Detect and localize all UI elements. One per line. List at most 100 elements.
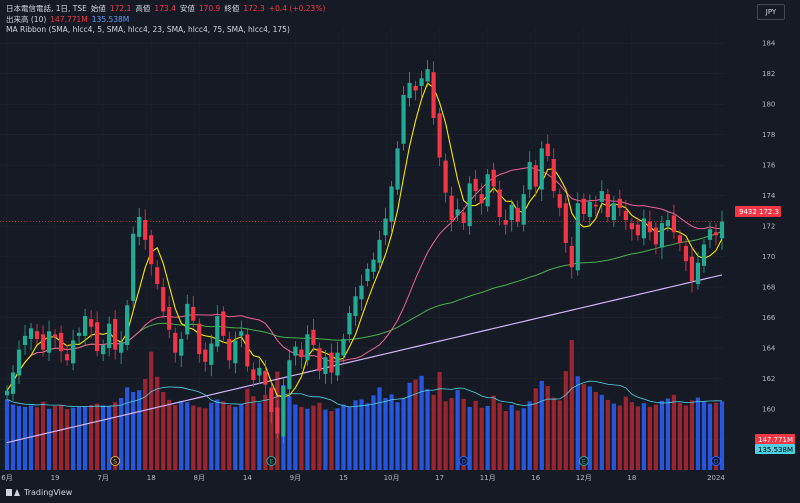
event-marker-label: S	[113, 459, 117, 466]
candle-body	[377, 239, 382, 263]
candle-body	[461, 212, 466, 224]
time-tick-label: 8月	[194, 474, 205, 482]
high-label: 高値	[135, 4, 151, 13]
price-tick-label: 170	[762, 253, 775, 261]
volume-bar	[263, 394, 268, 470]
volume-bar	[4, 399, 10, 470]
candle-body	[683, 245, 689, 262]
candle-body	[46, 331, 52, 353]
candle-body	[167, 306, 172, 330]
volume-bar	[683, 405, 689, 470]
volume-bar	[52, 405, 58, 470]
volume-bar	[107, 406, 112, 470]
candle-body	[587, 201, 592, 217]
price-tick-label: 176	[762, 162, 776, 170]
volume-bar	[389, 394, 394, 470]
candle-body	[527, 162, 532, 190]
candle-body	[143, 220, 148, 240]
volume-bar	[137, 390, 142, 470]
candle-body	[185, 303, 190, 335]
volume-bar	[467, 406, 472, 470]
candle-body	[341, 338, 346, 356]
price-badge-value: 172.3	[759, 208, 779, 216]
candle-body	[251, 369, 256, 381]
event-marker-dividend	[458, 456, 469, 466]
volume-bar	[527, 401, 532, 470]
candle-body	[539, 148, 544, 190]
price-badge: 9432 172.3	[735, 206, 781, 217]
candle-body	[107, 323, 112, 349]
candle-body	[635, 224, 640, 236]
candle-body	[28, 328, 34, 339]
candle-body	[443, 160, 448, 193]
candle-body	[52, 334, 58, 338]
candle-body	[215, 316, 220, 347]
volume-bar	[365, 403, 370, 470]
candles	[4, 60, 725, 444]
volume-bar	[515, 410, 520, 470]
open-value: 172.1	[109, 4, 132, 13]
candle-body	[125, 305, 130, 346]
volume-bar	[131, 392, 136, 470]
candle-body	[64, 354, 70, 361]
svg-text:135.538M: 135.538M	[758, 446, 793, 454]
volume-bar	[629, 402, 634, 470]
time-axis[interactable]: 6月 19 7月 18 8月 14 9月 15 10月 17 11月 16 12月 18 2024	[1, 474, 725, 482]
volume-bar	[449, 398, 454, 470]
volume-bar	[239, 404, 244, 470]
candle-body	[659, 223, 665, 248]
candle-body	[353, 296, 358, 317]
event-marker-dividend	[710, 456, 721, 466]
symbol-title: 日本電信電話, 1日, TSE	[6, 4, 87, 13]
candle-body	[581, 198, 586, 214]
candle-body	[545, 143, 550, 157]
chart-legend: 日本電信電話, 1日, TSE 始値 172.1 高値 173.4 安値 170.9 …	[6, 4, 325, 36]
time-tick-label: 11月	[480, 474, 496, 482]
candle-body	[611, 203, 616, 221]
volume-bar	[521, 408, 526, 470]
volume-bar	[40, 401, 46, 470]
volume-bar	[533, 388, 538, 470]
candle-body	[455, 209, 460, 216]
volume-bar	[10, 404, 16, 470]
candle-body	[22, 335, 28, 346]
candle-body	[371, 259, 376, 272]
volume-bar	[425, 389, 430, 470]
candle-body	[431, 72, 436, 118]
volume-bar	[119, 398, 124, 470]
footer	[0, 485, 800, 503]
candle-body	[491, 169, 496, 187]
candle-body	[191, 306, 196, 321]
candle-body	[227, 338, 232, 361]
candle-body	[149, 235, 154, 265]
volume-bar	[479, 407, 484, 470]
event-marker-label: E	[582, 459, 586, 466]
volume-row[interactable]: 出来高 (10) 147.771M 135.538M	[6, 15, 325, 26]
candle-body	[281, 386, 286, 437]
time-tick-label: 12月	[576, 474, 592, 482]
volume-bar	[473, 400, 478, 470]
candle-body	[257, 367, 262, 376]
currency-button[interactable]: JPY	[757, 4, 785, 20]
price-tick-label: 162	[762, 375, 775, 383]
time-tick-label: 9月	[290, 474, 301, 482]
volume-bar	[395, 402, 400, 470]
volume-bar	[70, 407, 76, 470]
candle-body	[155, 267, 160, 285]
candle-body	[323, 357, 328, 374]
candle-body	[263, 370, 268, 385]
volume-bar	[575, 376, 580, 470]
candle-body	[407, 82, 412, 99]
candle-body	[575, 203, 580, 271]
volume-bar	[659, 400, 665, 470]
volume-bar	[461, 398, 466, 470]
volume-bar	[233, 406, 238, 470]
volume-bar	[599, 394, 604, 470]
ma-row[interactable]: MA Ribbon (SMA, hlcc4, 5, SMA, hlcc4, 23…	[6, 25, 325, 36]
volume-bar	[143, 379, 148, 470]
candle-body	[641, 218, 646, 239]
tradingview-logo[interactable]: TradingView	[6, 488, 72, 497]
volume-bar	[671, 394, 677, 470]
open-label: 始値	[90, 4, 106, 13]
